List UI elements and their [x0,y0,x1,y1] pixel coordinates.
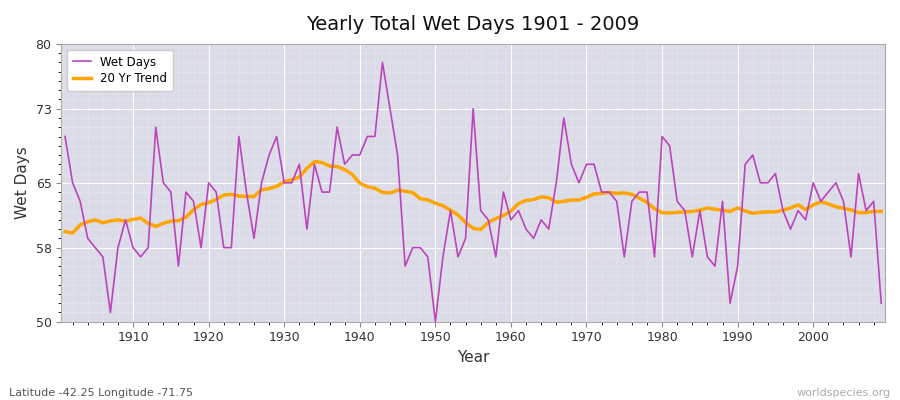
Wet Days [120,218,130,222]
20 Yr Trend [59,229,70,234]
Line: 20 Yr Trend: 20 Yr Trend [65,162,881,233]
Wet Days [332,125,343,130]
Title: Yearly Total Wet Days 1901 - 2009: Yearly Total Wet Days 1901 - 2009 [307,15,640,34]
20 Yr Trend [513,201,524,206]
Line: Wet Days: Wet Days [65,62,881,322]
Wet Days [59,134,70,139]
20 Yr Trend [309,159,320,164]
20 Yr Trend [346,172,357,177]
Wet Days [611,199,622,204]
Y-axis label: Wet Days: Wet Days [15,146,30,219]
20 Yr Trend [128,217,139,222]
X-axis label: Year: Year [457,350,490,365]
Text: worldspecies.org: worldspecies.org [796,388,891,398]
Wet Days [520,227,531,232]
Wet Days [513,208,524,213]
20 Yr Trend [520,198,531,203]
20 Yr Trend [611,191,622,196]
20 Yr Trend [294,175,305,180]
20 Yr Trend [68,230,78,235]
Wet Days [876,301,886,306]
Wet Days [430,319,441,324]
20 Yr Trend [876,209,886,214]
Legend: Wet Days, 20 Yr Trend: Wet Days, 20 Yr Trend [68,50,173,91]
Wet Days [377,60,388,65]
Text: Latitude -42.25 Longitude -71.75: Latitude -42.25 Longitude -71.75 [9,388,194,398]
Wet Days [286,180,297,185]
